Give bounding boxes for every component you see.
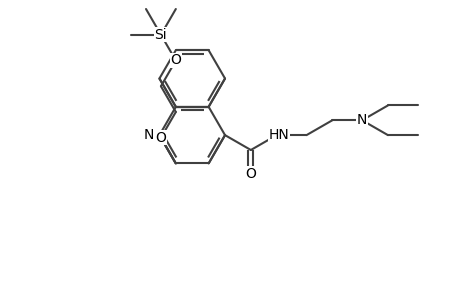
Text: HN: HN	[268, 128, 288, 142]
Text: O: O	[155, 131, 166, 145]
Text: N: N	[356, 113, 367, 127]
Text: O: O	[170, 53, 181, 68]
Text: N: N	[144, 128, 154, 142]
Text: Si: Si	[154, 28, 167, 42]
Text: O: O	[245, 167, 256, 181]
